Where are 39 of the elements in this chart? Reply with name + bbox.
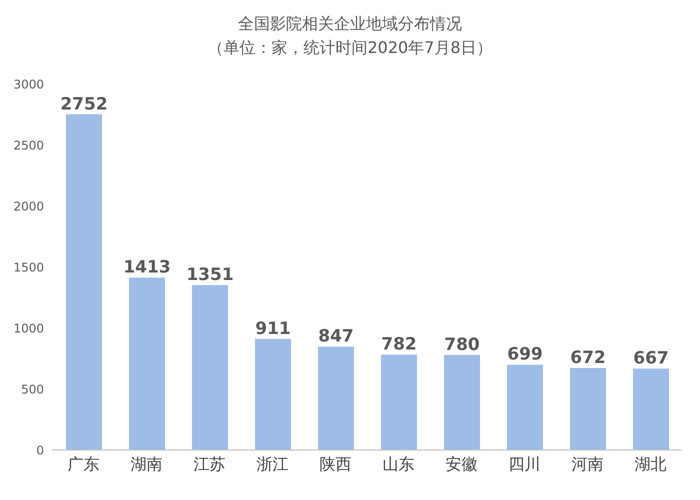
x-tick-label: 广东 bbox=[68, 454, 100, 474]
bar bbox=[255, 338, 291, 450]
bar bbox=[381, 354, 417, 450]
bar bbox=[507, 364, 543, 450]
x-tick-label: 江苏 bbox=[194, 454, 226, 474]
y-tick-label: 2500 bbox=[13, 138, 44, 152]
y-tick-label: 0 bbox=[36, 443, 44, 458]
data-label: 911 bbox=[255, 318, 291, 339]
data-label: 1413 bbox=[123, 258, 171, 278]
y-tick-label: 1000 bbox=[13, 321, 44, 336]
data-label: 667 bbox=[633, 348, 669, 369]
y-tick-label: 500 bbox=[21, 382, 44, 396]
data-label: 672 bbox=[570, 348, 606, 368]
data-label: 847 bbox=[318, 326, 354, 347]
y-tick-label: 2000 bbox=[13, 199, 44, 214]
data-label: 780 bbox=[444, 334, 480, 355]
chart-subtitle: （单位：家，统计时间2020年7月8日） bbox=[206, 37, 494, 59]
bar bbox=[633, 368, 669, 450]
data-label: 1351 bbox=[186, 265, 234, 286]
bar bbox=[570, 368, 606, 450]
bar bbox=[129, 278, 165, 450]
data-label: 699 bbox=[507, 344, 543, 365]
x-tick-label: 湖北 bbox=[634, 454, 666, 474]
data-label: 2752 bbox=[60, 94, 108, 114]
y-tick-label: 3000 bbox=[13, 77, 44, 92]
bar bbox=[318, 346, 354, 450]
x-tick-label: 陕西 bbox=[320, 454, 352, 474]
x-tick-label: 四川 bbox=[508, 454, 540, 474]
x-tick-label: 浙江 bbox=[256, 454, 288, 474]
y-tick-label: 1500 bbox=[13, 260, 44, 274]
x-tick-label: 安徽 bbox=[446, 454, 478, 474]
x-tick-label: 河南 bbox=[572, 454, 604, 474]
x-tick-label: 山东 bbox=[382, 454, 414, 474]
bar bbox=[66, 114, 102, 450]
data-label: 782 bbox=[381, 334, 417, 355]
bar bbox=[444, 354, 480, 450]
x-tick-label: 湖南 bbox=[130, 454, 162, 474]
bar bbox=[192, 285, 228, 450]
chart-title: 全国影院相关企业地域分布情况 bbox=[237, 13, 463, 35]
